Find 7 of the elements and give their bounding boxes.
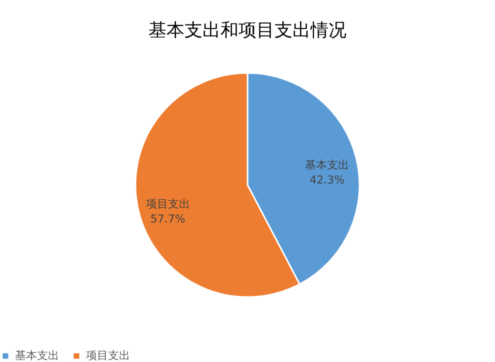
data-label: 42.3% — [310, 173, 345, 186]
slice-label: 基本支出 — [305, 158, 350, 172]
chart-title: 基本支出和项目支出情况 — [148, 20, 346, 41]
legend-label: 基本支出 — [15, 348, 59, 362]
slice-label: 项目支出 — [146, 198, 190, 211]
data-label: 57.7% — [150, 212, 186, 226]
legend-label: 项目支出 — [86, 348, 130, 362]
